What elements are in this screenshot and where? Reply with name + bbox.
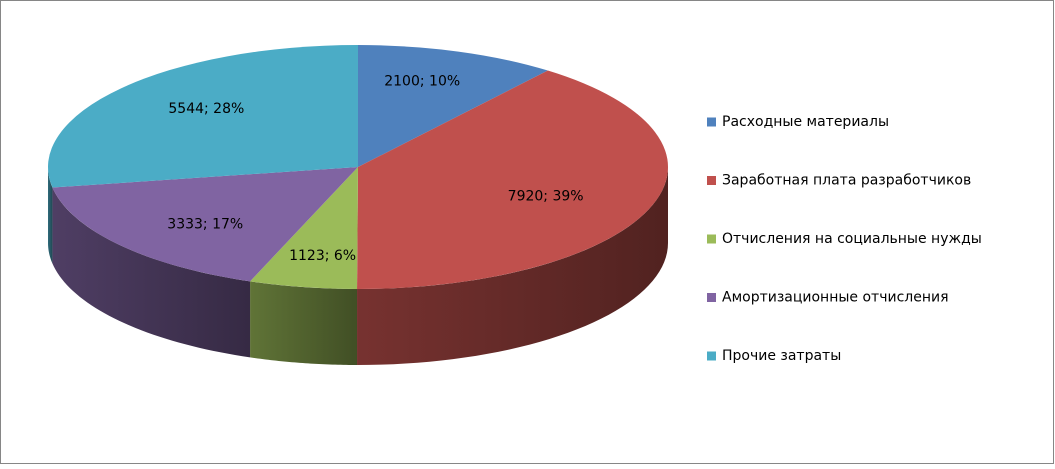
legend-label: Заработная плата разработчиков [722,173,971,189]
legend-label: Амортизационные отчисления [722,290,949,306]
legend-swatch [707,234,716,244]
data-labels: 2100; 10% 7920; 39% 1123; 6% 3333; 17% 5544;… [167,74,583,264]
legend: Расходные материалы Заработная плата разр… [707,114,982,364]
pie-slice [357,70,668,289]
data-label: 1123; 6% [289,248,356,264]
pie-side [48,167,53,264]
legend-label: Прочие затраты [722,348,841,364]
pie-slice [250,167,358,289]
legend-swatch [707,176,716,185]
pie-slice [358,45,548,167]
pie-side [250,281,358,365]
data-label: 3333; 17% [167,217,243,233]
legend-swatch [707,351,716,361]
legend-label: Расходные материалы [722,114,889,130]
data-label: 5544; 28% [168,101,244,117]
pie-side [357,167,668,365]
pie-side [52,187,251,358]
pie-tops [47,44,668,289]
legend-swatch [707,293,716,302]
pie-slice [47,44,358,188]
data-label: 7920; 39% [508,188,584,204]
legend-swatch [707,117,716,127]
pie-slice [52,167,358,282]
legend-label: Отчисления на социальные нужды [722,231,982,247]
pie-sides [48,167,668,365]
data-label: 2100; 10% [384,74,460,90]
